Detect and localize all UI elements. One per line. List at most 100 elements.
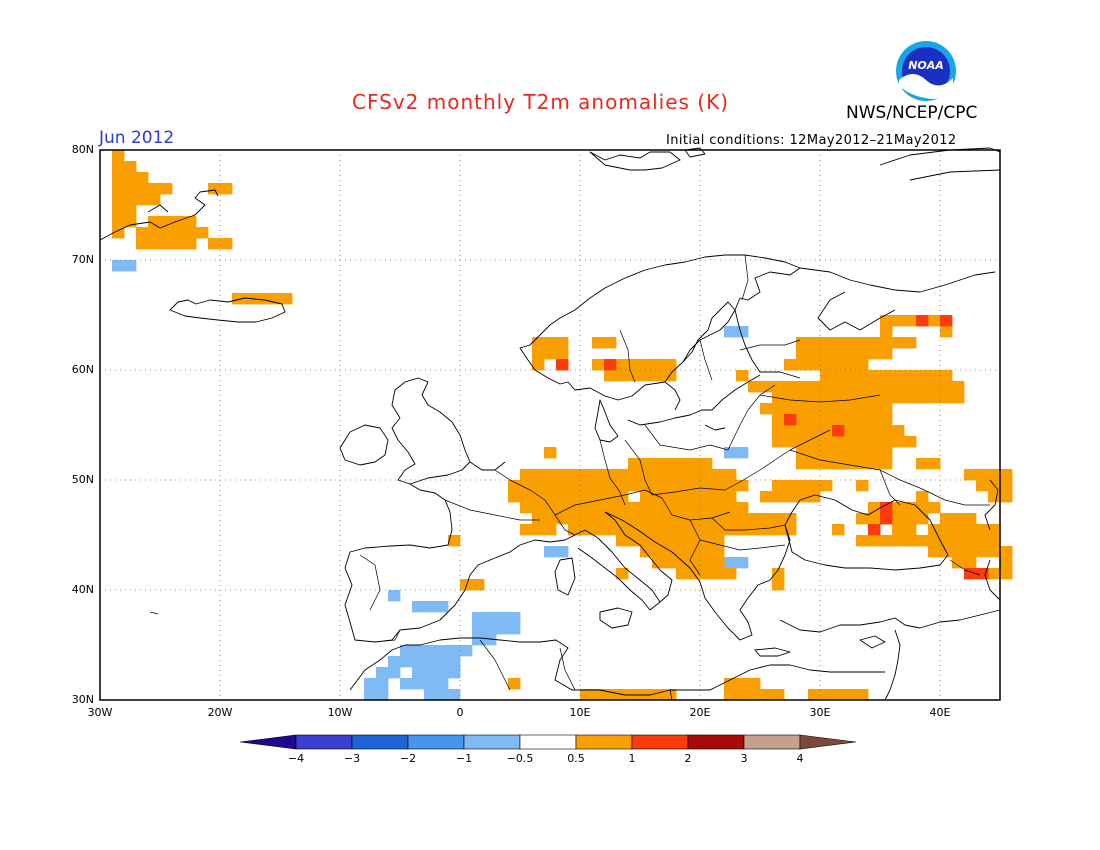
anomaly-cell-orange (580, 524, 593, 536)
anomaly-cell-lightblue (424, 645, 437, 657)
anomaly-cell-lightblue (112, 260, 125, 272)
colorbar-label: 1 (628, 752, 636, 765)
lon-label-30w: 30W (87, 706, 113, 719)
anomaly-cell-orange (604, 689, 617, 701)
anomaly-cell-orange (532, 502, 545, 514)
anomaly-cell-orange (772, 568, 785, 580)
anomaly-cell-orange (664, 359, 677, 371)
map-frame (99, 149, 1001, 701)
anomaly-cell-orange (808, 348, 821, 360)
anomaly-cell-orange (664, 370, 677, 382)
anomaly-cell-orange (544, 348, 557, 360)
anomaly-cell-orange (736, 689, 749, 701)
anomaly-cell-lightblue (124, 260, 137, 272)
anomaly-cell-orange (880, 458, 893, 470)
anomaly-cell-orange (628, 370, 641, 382)
anomaly-cell-orange (880, 370, 893, 382)
anomaly-cell-lightblue (412, 645, 425, 657)
anomaly-cell-orange (784, 513, 797, 525)
anomaly-cell-orange (856, 480, 869, 492)
anomaly-cell-orange (1000, 480, 1013, 492)
anomaly-cell-orange (808, 359, 821, 371)
lat-label-30n: 30N (71, 693, 94, 706)
anomaly-cell-orange (820, 337, 833, 349)
anomaly-cell-orange (724, 513, 737, 525)
anomaly-cell-orange (796, 491, 809, 503)
anomaly-cell-orange (928, 458, 941, 470)
colorbar-label: −3 (343, 752, 361, 765)
anomaly-cell-orange (616, 480, 629, 492)
anomaly-cell-orange (688, 535, 701, 547)
anomaly-cell-orange (532, 337, 545, 349)
anomaly-cell-orange (880, 535, 893, 547)
anomaly-cell-orange (592, 502, 605, 514)
kola-white-sea (799, 267, 996, 331)
anomaly-cell-orange (460, 579, 473, 591)
anomaly-cell-orange (808, 436, 821, 448)
anomaly-cell-orange (748, 513, 761, 525)
anomaly-cell-orange (616, 502, 629, 514)
anomaly-cell-orange (796, 425, 809, 437)
anomaly-cell-orange (892, 337, 905, 349)
anomaly-cell-lightblue (460, 645, 473, 657)
anomaly-cell-orange (652, 370, 665, 382)
anomaly-cell-orange (868, 392, 881, 404)
anomaly-cell-orange (652, 513, 665, 525)
jutland (594, 399, 619, 443)
anomaly-cell-orange (796, 359, 809, 371)
anomaly-cell-orange (664, 458, 677, 470)
anomaly-cell-orange (976, 480, 989, 492)
anomaly-cell-orange (676, 524, 689, 536)
lon-label-30e: 30E (809, 706, 831, 719)
anomaly-cell-orange (988, 546, 1001, 558)
anomaly-cell-orange (772, 414, 785, 426)
anomaly-cell-red (556, 359, 569, 371)
anomaly-cell-lightblue (412, 678, 425, 690)
anomaly-cell-orange (868, 414, 881, 426)
anomaly-cell-orange (940, 381, 953, 393)
anomaly-cell-red (940, 315, 953, 327)
anomaly-cell-orange (676, 557, 689, 569)
anomaly-cell-orange (880, 436, 893, 448)
anomaly-cell-orange (112, 194, 125, 206)
anomaly-cell-orange (676, 491, 689, 503)
anomaly-cell-orange (904, 381, 917, 393)
anomaly-cell-orange (652, 524, 665, 536)
anomaly-cell-red (868, 524, 881, 536)
anomaly-cell-lightblue (376, 678, 389, 690)
anomaly-cell-orange (844, 447, 857, 459)
lat-label-70n: 70N (71, 253, 94, 266)
anomaly-cell-lightblue (508, 612, 521, 624)
anomaly-cell-orange (820, 689, 833, 701)
lon-label-10w: 10W (327, 706, 353, 719)
anomaly-cell-orange (964, 513, 977, 525)
lat-label-40n: 40N (71, 583, 94, 596)
anomaly-cell-orange (604, 480, 617, 492)
anomaly-cell-orange (124, 161, 137, 173)
anomaly-cell-orange (808, 392, 821, 404)
scandinavia-coast (519, 254, 801, 401)
anomaly-cell-orange (604, 513, 617, 525)
anomaly-cell-orange (580, 513, 593, 525)
anomaly-cell-orange (112, 205, 125, 217)
anomaly-cell-lightblue (736, 326, 749, 338)
anomaly-cell-orange (592, 524, 605, 536)
anomaly-cell-lightblue (544, 546, 557, 558)
anomaly-cell-orange (868, 403, 881, 415)
anomaly-cell-orange (976, 535, 989, 547)
anomaly-cell-orange (640, 370, 653, 382)
anomaly-cell-orange (112, 172, 125, 184)
anomaly-cell-orange (640, 458, 653, 470)
anomaly-cell-orange (532, 348, 545, 360)
anomaly-cell-orange (520, 469, 533, 481)
anomaly-cell-lightblue (472, 612, 485, 624)
anomaly-cell-orange (712, 557, 725, 569)
anomaly-cell-orange (580, 469, 593, 481)
anomaly-cell-orange (208, 183, 221, 195)
gulf-of-bothnia (664, 301, 736, 411)
anomaly-cell-orange (616, 469, 629, 481)
anomaly-cell-orange (712, 469, 725, 481)
anomaly-cell-orange (580, 491, 593, 503)
anomaly-cell-orange (772, 689, 785, 701)
anomaly-cell-red (880, 513, 893, 525)
